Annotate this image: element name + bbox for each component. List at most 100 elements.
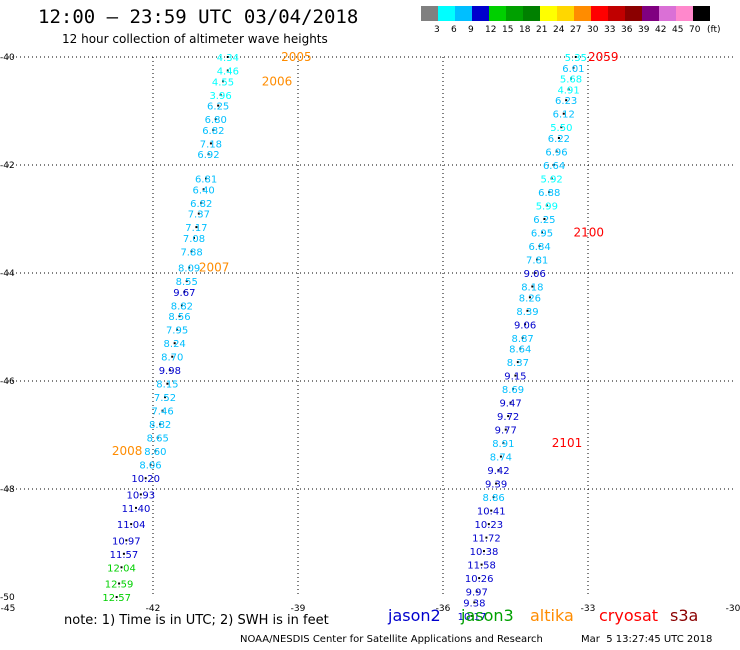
data-value-label: 8.37 bbox=[507, 358, 529, 369]
data-point bbox=[222, 80, 224, 83]
data-value-label: 9.06 bbox=[514, 320, 536, 331]
y-tick-label: -48 bbox=[0, 485, 15, 495]
data-point bbox=[207, 153, 210, 156]
data-point bbox=[190, 250, 193, 253]
data-point bbox=[135, 506, 137, 509]
data-point bbox=[205, 177, 208, 180]
satellite-legend-cryosat: cryosat bbox=[599, 606, 659, 625]
data-point bbox=[164, 396, 166, 399]
x-tick-label: -30 bbox=[726, 604, 740, 614]
data-point bbox=[183, 290, 186, 293]
legend-swatch bbox=[676, 6, 693, 21]
data-value-label: 4.34 bbox=[217, 53, 239, 64]
legend-tick-label: 33 bbox=[604, 25, 616, 35]
data-value-label: 6.96 bbox=[545, 148, 567, 159]
data-value-label: 7.37 bbox=[188, 210, 210, 221]
data-value-label: 10.20 bbox=[131, 474, 160, 485]
data-value-label: 7.81 bbox=[526, 256, 548, 267]
data-value-label: 6.64 bbox=[543, 161, 565, 172]
data-point bbox=[166, 382, 169, 385]
x-tick-label: -39 bbox=[291, 604, 306, 614]
legend-swatch bbox=[455, 6, 472, 21]
data-point bbox=[570, 77, 572, 80]
data-point bbox=[139, 493, 142, 496]
data-value-label: 8.86 bbox=[483, 493, 505, 504]
data-value-label: 6.84 bbox=[528, 242, 550, 253]
time-label: 2101 bbox=[552, 436, 583, 450]
time-label: 2100 bbox=[574, 226, 605, 240]
data-value-label: 9.77 bbox=[495, 426, 517, 437]
data-value-label: 7.18 bbox=[200, 139, 222, 150]
legend-tick-label: 27 bbox=[570, 25, 582, 35]
data-value-label: 6.12 bbox=[553, 110, 575, 121]
data-value-label: 8.55 bbox=[176, 277, 198, 288]
data-point bbox=[536, 258, 539, 261]
data-point bbox=[502, 442, 505, 445]
data-point bbox=[519, 347, 522, 350]
data-value-label: 6.88 bbox=[538, 188, 560, 199]
grid-layer bbox=[8, 56, 733, 597]
data-point bbox=[521, 336, 524, 339]
data-value-label: 6.82 bbox=[202, 126, 224, 137]
y-tick-label: -40 bbox=[0, 53, 15, 63]
data-point bbox=[159, 423, 162, 426]
data-value-label: 12.59 bbox=[105, 580, 134, 591]
data-point bbox=[125, 539, 128, 542]
data-point bbox=[512, 388, 514, 391]
legend-tick-label: 36 bbox=[621, 25, 633, 35]
data-value-label: 5.35 bbox=[565, 53, 587, 64]
data-point bbox=[565, 99, 568, 102]
data-value-label: 7.08 bbox=[183, 234, 205, 245]
data-point bbox=[214, 118, 217, 121]
data-value-label: 4.55 bbox=[212, 77, 234, 88]
data-value-label: 8.70 bbox=[161, 353, 183, 364]
data-value-label: 9.47 bbox=[499, 399, 521, 410]
data-point bbox=[480, 563, 483, 566]
data-value-label: 10.93 bbox=[127, 490, 156, 501]
data-value-label: 11.57 bbox=[110, 550, 139, 561]
legend-tick-label: 39 bbox=[638, 25, 650, 35]
data-value-label: 4.91 bbox=[557, 85, 579, 96]
data-point bbox=[171, 355, 174, 358]
data-value-label: 6.01 bbox=[562, 64, 584, 75]
data-value-label: 12.57 bbox=[102, 593, 131, 604]
data-value-label: 8.69 bbox=[502, 385, 524, 396]
data-point bbox=[509, 401, 512, 404]
data-point bbox=[226, 69, 229, 72]
data-point bbox=[574, 56, 577, 58]
data-point bbox=[178, 315, 181, 318]
data-value-label: 5.99 bbox=[536, 202, 558, 213]
data-point bbox=[541, 231, 543, 234]
legend-swatch bbox=[472, 6, 489, 21]
data-point bbox=[122, 552, 125, 555]
data-point bbox=[161, 409, 164, 412]
data-value-label: 6.25 bbox=[533, 215, 555, 226]
data-point bbox=[200, 201, 203, 204]
data-value-label: 8.18 bbox=[521, 283, 543, 294]
data-value-label: 8.56 bbox=[168, 312, 190, 323]
data-value-label: 11.58 bbox=[467, 561, 496, 572]
data-point bbox=[560, 126, 563, 129]
legend-tick-label: 24 bbox=[553, 25, 565, 35]
legend-swatch bbox=[557, 6, 574, 21]
satellite-legend-jason3: jason3 bbox=[461, 606, 514, 625]
data-value-label: 8.06 bbox=[139, 461, 161, 472]
y-tick-label: -42 bbox=[0, 161, 15, 171]
legend-swatch bbox=[591, 6, 608, 21]
satellite-legend-altika: altika bbox=[530, 606, 574, 625]
data-point bbox=[188, 266, 191, 269]
data-value-label: 9.98 bbox=[159, 366, 181, 377]
data-point bbox=[492, 496, 495, 499]
y-tick-label: -50 bbox=[0, 593, 15, 603]
legend-tick-label: 42 bbox=[655, 25, 667, 35]
legend-tick-label: 70 bbox=[689, 25, 701, 35]
data-value-label: 11.72 bbox=[472, 534, 501, 545]
credit-line: NOAA/NESDIS Center for Satellite Applica… bbox=[240, 634, 543, 645]
data-value-label: 8.82 bbox=[171, 301, 193, 312]
data-point bbox=[524, 323, 527, 326]
data-value-label: 6.25 bbox=[207, 102, 229, 113]
data-point bbox=[197, 212, 200, 215]
legend-unit: (ft) bbox=[707, 25, 721, 35]
data-point bbox=[168, 369, 171, 372]
data-value-label: 10.38 bbox=[470, 547, 499, 558]
